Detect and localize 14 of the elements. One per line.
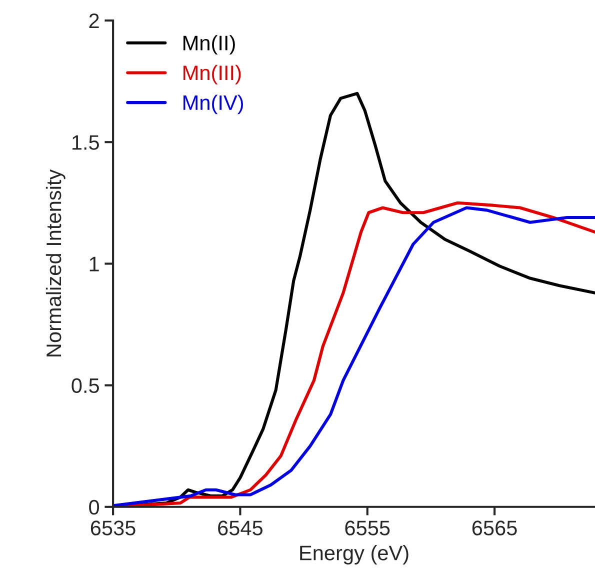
y-tick-label: 0	[89, 500, 100, 515]
legend-label: Mn(II)	[184, 35, 235, 55]
x-tick-label: 6565	[472, 520, 517, 536]
x-axis-title: Energy (eV)	[300, 545, 408, 564]
x-tick-label: 6535	[90, 520, 136, 536]
x-tick-label: 6555	[345, 520, 390, 536]
y-tick-label: 2	[89, 14, 99, 28]
legend-label: Mn(IV)	[184, 94, 244, 114]
y-tick-label: 1.5	[72, 135, 99, 150]
y-axis-title: Normalized Intensity	[46, 169, 66, 356]
x-tick-label: 6545	[218, 520, 263, 536]
legend-label: Mn(III)	[184, 64, 241, 84]
y-tick-label: 1	[90, 256, 99, 272]
y-tick-label: 0.5	[72, 378, 99, 394]
